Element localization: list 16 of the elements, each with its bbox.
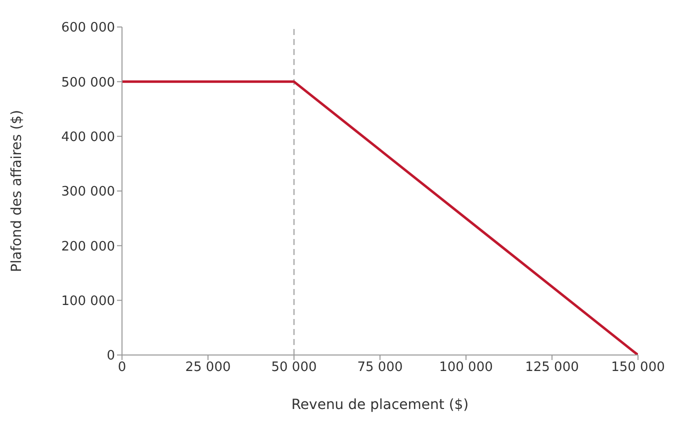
x-tick-label: 0 [118,360,126,376]
x-axis-title: Revenu de placement ($) [291,397,469,413]
y-tick-label: 0 [106,348,115,364]
y-tick-label: 100 000 [61,294,115,309]
y-tick-label: 400 000 [61,130,115,145]
x-tick-label: 25 000 [185,360,231,376]
x-tick-label: 50 000 [271,360,317,376]
y-tick-label: 200 000 [61,239,115,254]
y-tick-label: 500 000 [61,75,115,90]
x-tick-label: 150 000 [611,360,665,376]
y-tick-label: 300 000 [61,184,115,200]
x-tick-label: 100 000 [439,360,493,376]
y-tick-label: 600 000 [61,20,115,36]
y-axis-title: Plafond des affaires ($) [8,110,25,272]
x-tick-label: 75 000 [357,360,403,376]
x-tick-label: 125 000 [525,360,579,376]
